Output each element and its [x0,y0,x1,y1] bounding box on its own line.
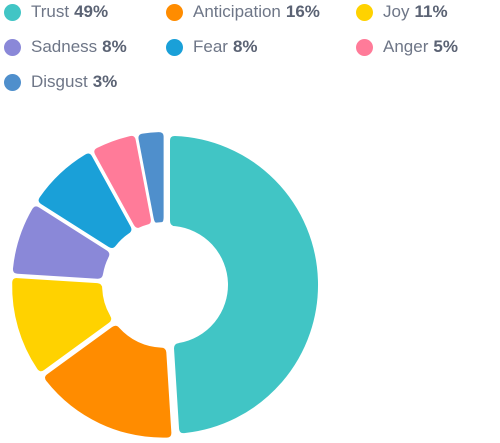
legend-label-sadness: Sadness [31,37,98,56]
legend-swatch-anticipation [166,3,183,21]
legend-value-joy: 11% [414,2,448,21]
legend-swatch-trust [4,3,21,21]
legend-value-anticipation: 16% [285,2,320,21]
legend-swatch-fear [166,38,183,56]
slice-sadness[interactable] [10,204,112,281]
legend-value-trust: 49% [74,2,109,21]
legend-value-fear: 8% [232,37,258,56]
legend-swatch-joy [356,3,373,21]
legend-label-fear: Fear [193,37,228,56]
legend-value-anger: 5% [433,37,458,56]
slice-fear[interactable] [36,151,134,251]
legend-swatch-disgust [4,73,21,91]
legend-label-trust: Trust [31,2,70,21]
legend-item-anticipation[interactable]: Anticipation 16% [166,0,320,24]
legend-swatch-anger [356,38,373,56]
slice-disgust[interactable] [136,130,166,225]
slice-anticipation[interactable] [43,323,174,440]
legend-item-anger[interactable]: Anger 5% [356,35,458,59]
legend-label-anger: Anger [383,37,429,56]
legend-item-sadness[interactable]: Sadness 8% [4,35,127,59]
legend-item-trust[interactable]: Trust 49% [4,0,108,24]
legend-value-disgust: 3% [92,72,118,91]
legend-label-joy: Joy [383,2,410,21]
legend-item-disgust[interactable]: Disgust 3% [4,70,117,94]
legend-value-sadness: 8% [102,37,127,56]
legend-label-anticipation: Anticipation [193,2,281,21]
legend-label-disgust: Disgust [31,72,88,91]
legend-item-joy[interactable]: Joy 11% [356,0,448,24]
slice-trust[interactable] [168,133,321,436]
chart-legend: Trust 49% Anticipation 16% Joy 11% Sadne… [0,0,500,100]
legend-swatch-sadness [4,38,21,56]
legend-item-fear[interactable]: Fear 8% [166,35,258,59]
slice-joy[interactable] [10,276,114,374]
